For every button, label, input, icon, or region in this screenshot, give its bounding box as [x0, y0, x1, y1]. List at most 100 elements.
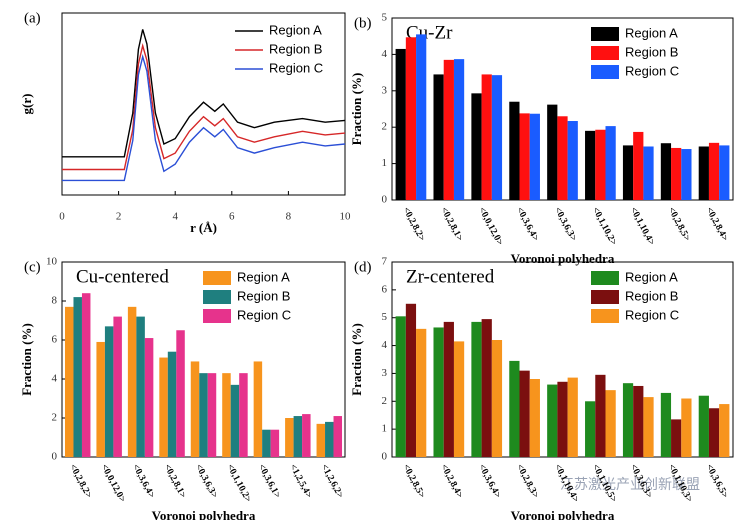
- x-tick-label: <0,3,6,4>: [130, 463, 156, 500]
- bar: [285, 418, 294, 457]
- legend-label: Region A: [237, 269, 290, 284]
- line-series: [62, 29, 346, 158]
- x-tick-label: <0,3,6,4>: [476, 463, 502, 500]
- bar: [471, 93, 482, 200]
- x-tick-label: <0,3,6,1>: [256, 463, 282, 500]
- bar: [622, 383, 634, 457]
- y-tick-label: 0: [382, 194, 388, 206]
- legend-label: Region B: [625, 44, 678, 59]
- bar: [199, 373, 208, 457]
- bar: [270, 429, 280, 457]
- y-tick-label: 4: [382, 339, 388, 351]
- x-axis-label: Voronoi polyhedra: [152, 508, 256, 520]
- bar: [633, 385, 644, 457]
- bar: [453, 341, 465, 457]
- bar: [529, 379, 540, 457]
- legend-label: Region B: [237, 288, 290, 303]
- y-tick-label: 6: [52, 334, 58, 346]
- bar: [325, 421, 334, 457]
- bar: [64, 306, 74, 457]
- bar: [681, 398, 692, 457]
- legend-label: Region A: [625, 269, 678, 284]
- bar: [519, 370, 530, 457]
- plot-frame: [61, 12, 346, 196]
- bar: [519, 113, 530, 200]
- bar: [127, 306, 137, 457]
- bar: [698, 146, 709, 200]
- bar: [471, 321, 482, 457]
- bar: [239, 373, 248, 457]
- bar: [509, 101, 520, 200]
- x-tick-label: 10: [340, 211, 352, 223]
- bar: [302, 414, 311, 457]
- bar: [605, 126, 616, 200]
- y-tick-label: 2: [52, 412, 58, 424]
- bar: [395, 48, 406, 200]
- y-tick-label: 8: [52, 295, 58, 307]
- bar: [73, 297, 82, 457]
- y-tick-label: 0: [52, 451, 58, 463]
- y-tick-label: 1: [382, 423, 388, 435]
- x-tick-label: 8: [286, 211, 292, 223]
- bar: [433, 327, 444, 457]
- legend-label: Region A: [269, 22, 322, 37]
- legend-swatch: [591, 309, 619, 323]
- bar: [136, 316, 145, 457]
- bar: [416, 328, 427, 457]
- x-tick-label: 4: [172, 211, 178, 223]
- bar: [144, 338, 154, 457]
- chart-title: Cu-centered: [76, 266, 169, 287]
- bar: [547, 104, 558, 200]
- y-tick-label: 10: [46, 256, 58, 268]
- x-tick-label: <0,2,8,4>: [438, 463, 464, 500]
- bar: [708, 408, 720, 457]
- bar: [643, 146, 654, 200]
- bar: [660, 143, 672, 200]
- bar: [595, 374, 606, 457]
- x-tick-label: <0,2,8,3>: [514, 463, 540, 500]
- legend-swatch: [203, 290, 231, 304]
- bar: [453, 59, 465, 200]
- bar: [567, 377, 578, 457]
- x-tick-label: <0,1,10,2>: [590, 206, 618, 248]
- bar: [190, 361, 200, 457]
- y-tick-label: 3: [382, 367, 388, 379]
- legend-label: Region C: [625, 63, 679, 78]
- bar: [230, 384, 240, 457]
- y-tick-label: 6: [382, 283, 388, 295]
- panel-label: (d): [354, 259, 372, 275]
- legend-label: Region B: [625, 288, 678, 303]
- bar: [681, 149, 692, 200]
- bar: [671, 419, 682, 457]
- x-tick-label: 2: [116, 211, 122, 223]
- x-tick-label: <0,2,8,2>: [400, 206, 426, 243]
- x-tick-label: <0,2,8,4>: [703, 206, 729, 243]
- x-tick-label: <0,2,8,2>: [67, 463, 93, 500]
- y-tick-label: 4: [52, 373, 58, 385]
- line-series: [62, 43, 346, 171]
- legend-swatch: [591, 27, 619, 41]
- legend-swatch: [591, 271, 619, 285]
- bar: [491, 75, 503, 200]
- bar: [643, 397, 654, 457]
- y-tick-label: 1: [382, 157, 388, 169]
- legend-swatch: [203, 309, 231, 323]
- x-tick-label: <0,1,10,4>: [628, 206, 656, 248]
- bar: [698, 395, 709, 457]
- bar: [222, 373, 231, 457]
- bar: [405, 37, 417, 201]
- bar: [433, 74, 444, 200]
- bar: [605, 390, 616, 457]
- bar: [253, 361, 263, 457]
- bar: [622, 145, 634, 200]
- y-tick-label: 4: [382, 48, 388, 60]
- x-tick-label: <0,2,8,5>: [666, 206, 692, 243]
- line-series: [62, 53, 346, 182]
- bar: [104, 326, 114, 457]
- y-tick-label: 3: [382, 84, 388, 96]
- bar: [159, 357, 168, 457]
- y-tick-label: 5: [382, 311, 388, 323]
- panel-label: (a): [24, 10, 41, 26]
- watermark: 江苏激光产业创新联盟: [560, 476, 700, 493]
- bar: [719, 404, 730, 457]
